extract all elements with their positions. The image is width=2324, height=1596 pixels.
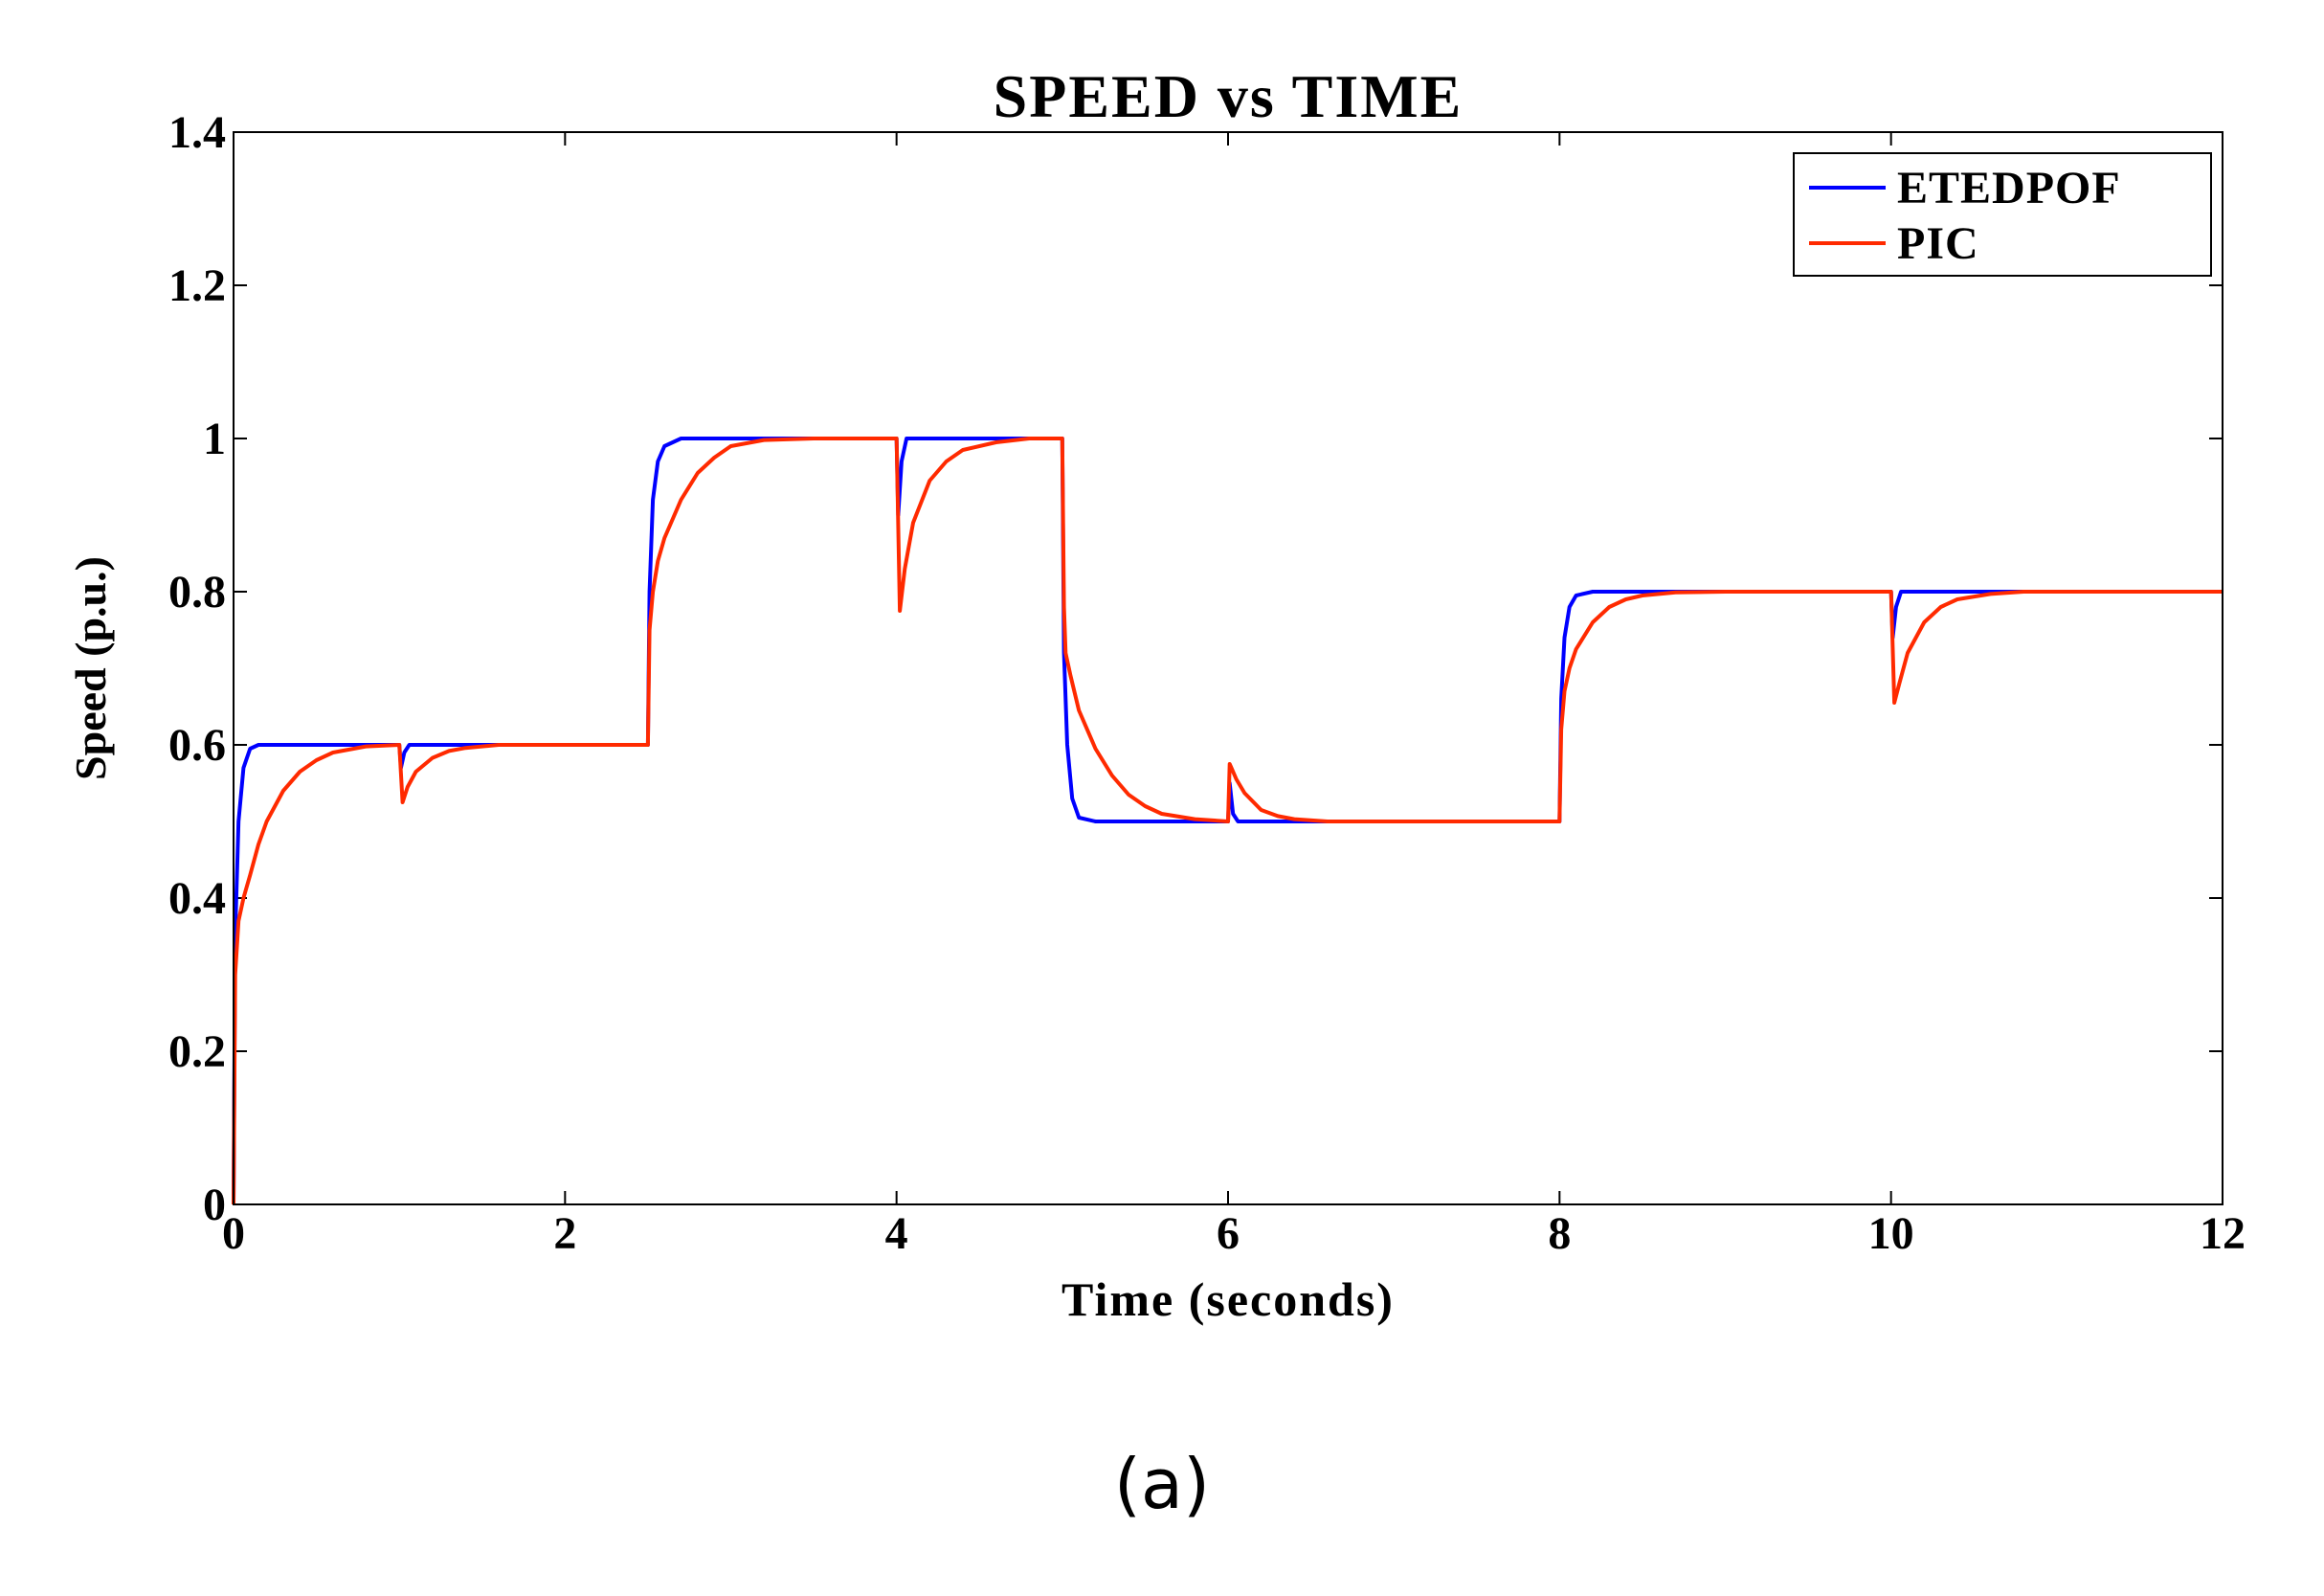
- series-lines: [232, 437, 2223, 1205]
- legend: ETEDPOF PIC: [1793, 152, 2212, 277]
- y-tick-label: 1.4: [168, 107, 226, 158]
- y-tick-label: 0: [203, 1180, 226, 1230]
- legend-label-pic: PIC: [1897, 218, 1979, 269]
- x-tick-label: 2: [553, 1208, 576, 1259]
- x-tick-label: 6: [1217, 1208, 1240, 1259]
- y-tick-label: 0.8: [168, 567, 226, 618]
- x-tick-label: 4: [885, 1208, 908, 1259]
- series-line-pic: [232, 437, 2223, 1205]
- y-tick-label: 0.6: [168, 720, 226, 771]
- x-tick-label: 8: [1548, 1208, 1571, 1259]
- y-tick-label: 1: [203, 414, 226, 464]
- x-tick-label: 12: [2200, 1208, 2246, 1259]
- y-tick-label: 0.2: [168, 1026, 226, 1077]
- plot-area-frame: [233, 131, 2223, 1205]
- figure-caption: (a): [1113, 1444, 1211, 1524]
- x-tick-label: 0: [222, 1208, 245, 1259]
- chart-title: SPEED vs TIME: [994, 62, 1464, 130]
- y-tick-label: 0.4: [168, 873, 226, 924]
- legend-label-etedpof: ETEDPOF: [1897, 163, 2121, 214]
- axis-ticks: [233, 131, 2223, 1205]
- x-tick-label: 10: [1868, 1208, 1914, 1259]
- y-axis-label: Speed (p.u.): [66, 556, 115, 780]
- legend-box: [1793, 152, 2212, 277]
- x-axis-label: Time (seconds): [1061, 1272, 1395, 1326]
- axis-tick-labels: 0 2 4 6 8 10 12 0 0.2 0.4 0.6 0.8 1 1.2 1.4: [168, 107, 2246, 1259]
- y-tick-label: 1.2: [168, 260, 226, 311]
